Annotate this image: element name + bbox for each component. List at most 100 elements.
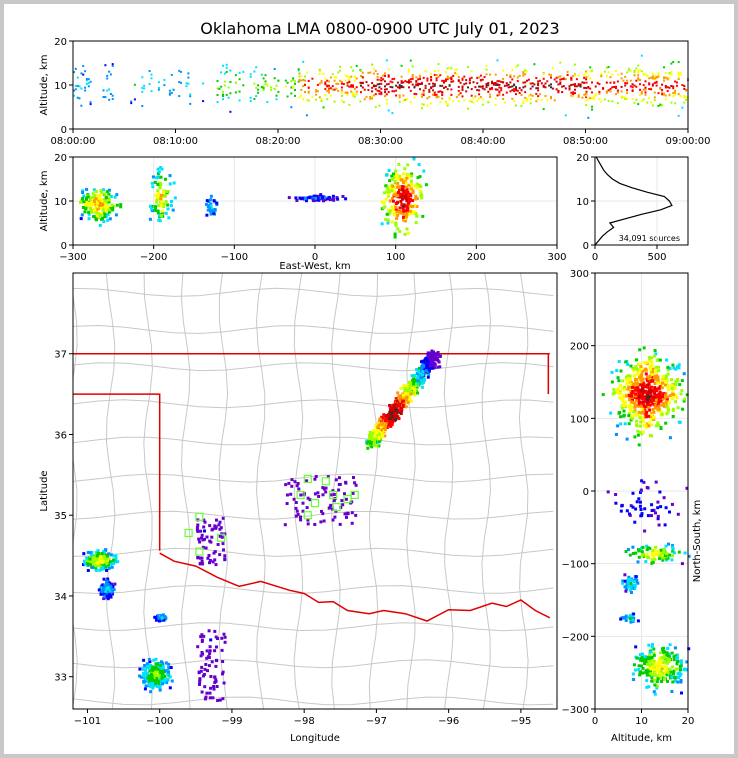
time-height-source: [443, 86, 445, 89]
time-height-source: [378, 90, 381, 93]
plan-view-source: [378, 417, 382, 421]
time-height-source: [570, 76, 573, 79]
time-height-source: [262, 85, 265, 88]
ew-height-source: [398, 229, 402, 233]
plan-view-source: [223, 554, 227, 558]
plan-view-source: [101, 566, 105, 569]
time-height-source: [189, 102, 192, 105]
source-count-label: 34,091 sources: [619, 234, 680, 243]
time-height-source: [653, 81, 656, 84]
ns-height-source: [663, 523, 667, 527]
ns-height-ytick-label: −300: [562, 705, 589, 716]
plan-view-source: [159, 670, 163, 674]
time-height-source: [73, 94, 75, 97]
time-height-source: [133, 83, 136, 86]
time-height-source: [415, 93, 418, 96]
plan-view-source: [210, 535, 214, 539]
time-height-source: [607, 71, 610, 74]
ns-height-source: [636, 433, 640, 437]
plan-view-source: [82, 552, 86, 556]
ns-height-source: [671, 547, 675, 551]
ns-height-source: [640, 550, 644, 554]
ew-height-source: [414, 197, 418, 201]
time-height-source: [446, 102, 449, 105]
time-height-source: [481, 85, 484, 88]
time-height-source: [371, 90, 374, 93]
ns-height-source: [659, 549, 663, 553]
time-height-source: [220, 85, 223, 88]
ns-height-source: [635, 388, 639, 392]
time-height-source: [387, 83, 390, 85]
plan-view-source: [218, 698, 222, 702]
time-height-source: [450, 78, 453, 81]
plan-view-source: [91, 560, 95, 564]
time-height-source: [326, 85, 329, 88]
ns-height-source: [675, 653, 679, 657]
plan-view-source: [166, 677, 170, 681]
time-height-source: [505, 91, 508, 94]
plan-view-source: [432, 352, 436, 356]
time-height-source: [234, 81, 237, 84]
ns-height-source: [634, 507, 638, 511]
ew-height-source: [206, 208, 210, 212]
time-height-source: [626, 71, 629, 74]
ns-height-source: [638, 504, 642, 508]
time-height-source: [424, 87, 427, 90]
time-height-source: [531, 85, 534, 88]
plan-view-source: [388, 414, 392, 418]
ns-height-source: [646, 553, 650, 556]
time-height-source: [478, 97, 481, 100]
plan-view-source: [340, 499, 344, 503]
time-height-source: [666, 77, 669, 80]
plan-view-source: [388, 410, 392, 414]
time-height-source: [89, 103, 92, 106]
ns-height-source: [634, 365, 638, 369]
time-height-source: [537, 82, 540, 85]
ns-height-source: [626, 578, 630, 582]
ns-height-source: [645, 660, 649, 664]
ns-height-source: [656, 517, 660, 521]
time-height-source: [420, 107, 423, 110]
time-height-source: [485, 73, 488, 76]
time-height-source: [355, 90, 358, 93]
time-height-source: [468, 77, 471, 80]
ns-height-source: [637, 414, 641, 417]
ns-height-xtick-label: 20: [682, 716, 695, 727]
ns-height-source: [655, 549, 658, 553]
ew-height-source: [87, 212, 91, 216]
time-height-source: [568, 87, 571, 90]
ns-height-sources: [601, 346, 691, 696]
ns-height-source: [660, 656, 664, 660]
ew-height-source: [115, 203, 119, 207]
ns-height-source: [659, 399, 663, 403]
ew-height-source: [380, 222, 384, 226]
time-height-source: [503, 101, 506, 104]
plan-view-source: [200, 556, 204, 560]
ew-height-source: [413, 204, 417, 207]
time-height-source: [494, 83, 497, 86]
plan-view-source: [416, 379, 420, 383]
plan-view-source: [399, 406, 403, 410]
ew-height-source: [106, 213, 110, 216]
ns-height-source: [654, 545, 658, 549]
ns-height-source: [648, 356, 651, 360]
plan-view-source: [203, 520, 207, 524]
plan-view-source: [143, 664, 147, 667]
time-height-source: [653, 91, 656, 94]
ns-height-source: [650, 375, 654, 378]
ns-height-source: [606, 490, 610, 494]
time-height-source: [561, 78, 564, 81]
ew-height-source: [387, 193, 391, 197]
time-height-source: [507, 83, 510, 86]
plan-view-source: [164, 661, 168, 665]
plan-view-source: [88, 557, 92, 561]
ns-height-source: [634, 575, 638, 579]
ns-height-source: [628, 374, 632, 378]
ns-height-source: [656, 506, 660, 510]
plan-view-source: [308, 498, 312, 502]
ns-height-source: [641, 652, 644, 656]
ew-height-source: [398, 195, 402, 199]
time-height-source: [433, 73, 436, 76]
time-height-source: [369, 96, 372, 98]
time-height-source: [591, 108, 593, 111]
